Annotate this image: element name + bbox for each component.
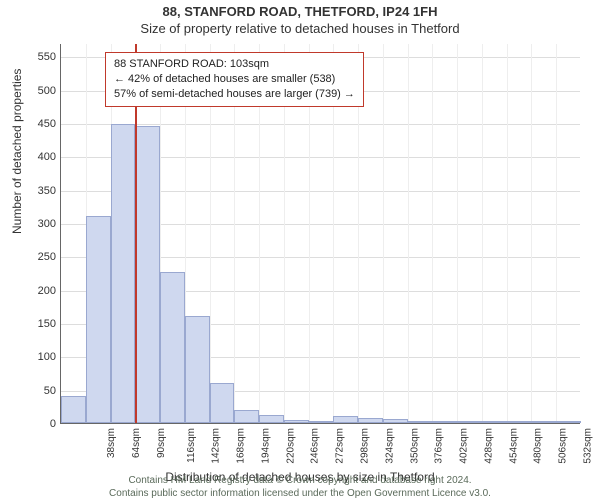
y-tick-label: 200	[4, 285, 56, 297]
histogram-bar	[358, 418, 383, 423]
histogram-bar	[432, 421, 457, 423]
histogram-bar	[309, 421, 334, 423]
x-tick-label: 402sqm	[459, 428, 470, 464]
x-tick-label: 194sqm	[261, 428, 272, 464]
y-tick-label: 300	[4, 218, 56, 230]
vgridline	[556, 44, 557, 423]
x-tick-label: 142sqm	[211, 428, 222, 464]
chart-container: 88 STANFORD ROAD: 103sqm ← 42% of detach…	[60, 44, 580, 424]
histogram-bar	[86, 216, 111, 423]
histogram-bar	[185, 316, 210, 423]
x-tick-label: 90sqm	[156, 428, 167, 458]
x-tick-label: 376sqm	[434, 428, 445, 464]
x-tick-label: 38sqm	[106, 428, 117, 458]
x-tick-label: 324sqm	[384, 428, 395, 464]
x-tick-label: 168sqm	[236, 428, 247, 464]
x-tick-label: 272sqm	[335, 428, 346, 464]
y-tick-label: 400	[4, 151, 56, 163]
y-tick-label: 100	[4, 351, 56, 363]
histogram-bar	[408, 421, 433, 423]
histogram-bar	[333, 416, 358, 423]
address-title: 88, STANFORD ROAD, THETFORD, IP24 1FH	[0, 4, 600, 19]
histogram-bar	[160, 272, 185, 423]
y-tick-label: 450	[4, 118, 56, 130]
y-tick-label: 150	[4, 318, 56, 330]
x-tick-label: 506sqm	[558, 428, 569, 464]
vgridline	[432, 44, 433, 423]
footer: Contains HM Land Registry data © Crown c…	[0, 475, 600, 500]
annotation-line3: 57% of semi-detached houses are larger (…	[114, 87, 355, 102]
x-tick-label: 64sqm	[131, 428, 142, 458]
histogram-bar	[531, 421, 556, 423]
y-tick-label: 50	[4, 385, 56, 397]
histogram-bar	[61, 396, 86, 423]
y-tick-label: 250	[4, 251, 56, 263]
histogram-bar	[135, 126, 160, 423]
y-tick-label: 550	[4, 51, 56, 63]
x-tick-label: 350sqm	[409, 428, 420, 464]
vgridline	[383, 44, 384, 423]
histogram-bar	[111, 124, 136, 423]
histogram-bar	[507, 421, 532, 423]
x-tick-label: 428sqm	[483, 428, 494, 464]
histogram-bar	[383, 419, 408, 423]
y-tick-label: 350	[4, 185, 56, 197]
vgridline	[507, 44, 508, 423]
y-tick-label: 0	[4, 418, 56, 430]
annotation-box: 88 STANFORD ROAD: 103sqm ← 42% of detach…	[105, 52, 364, 107]
histogram-bar	[556, 421, 581, 423]
histogram-bar	[210, 383, 235, 423]
x-tick-label: 298sqm	[360, 428, 371, 464]
histogram-bar	[457, 421, 482, 423]
annotation-line1: 88 STANFORD ROAD: 103sqm	[114, 57, 355, 72]
x-tick-label: 116sqm	[186, 428, 197, 463]
vgridline	[457, 44, 458, 423]
vgridline	[531, 44, 532, 423]
histogram-bar	[259, 415, 284, 423]
footer-line1: Contains HM Land Registry data © Crown c…	[0, 475, 600, 488]
histogram-bar	[284, 420, 309, 423]
vgridline	[408, 44, 409, 423]
vgridline	[482, 44, 483, 423]
histogram-bar	[234, 410, 259, 423]
y-tick-label: 500	[4, 85, 56, 97]
x-tick-label: 220sqm	[285, 428, 296, 464]
histogram-bar	[482, 421, 507, 423]
x-tick-label: 480sqm	[533, 428, 544, 464]
footer-line2: Contains public sector information licen…	[0, 488, 600, 501]
x-tick-label: 532sqm	[582, 428, 593, 464]
annotation-line2: ← 42% of detached houses are smaller (53…	[114, 72, 355, 87]
x-tick-label: 246sqm	[310, 428, 321, 464]
subtitle: Size of property relative to detached ho…	[0, 21, 600, 36]
x-tick-label: 454sqm	[508, 428, 519, 464]
